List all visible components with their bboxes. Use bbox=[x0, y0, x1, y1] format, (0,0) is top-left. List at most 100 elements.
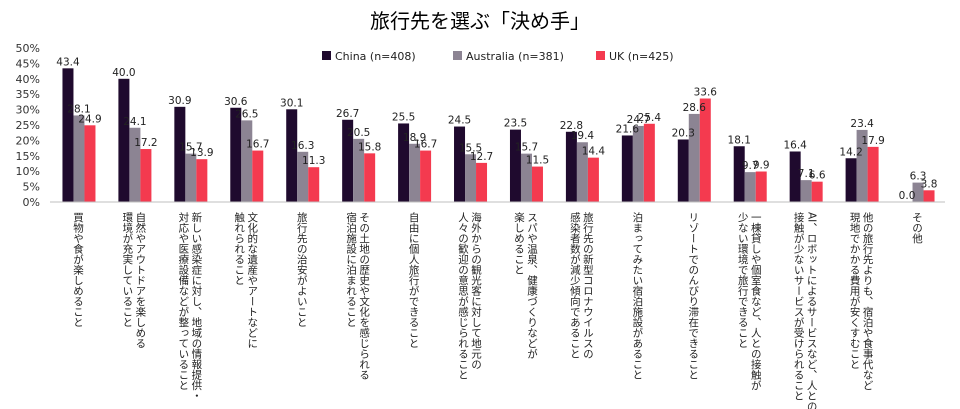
legend-label: China (n=408) bbox=[335, 50, 416, 63]
bar bbox=[252, 150, 264, 202]
data-label: 15.7 bbox=[515, 142, 538, 154]
chart-title: 旅行先を選ぶ「決め手」 bbox=[370, 9, 590, 33]
bar bbox=[174, 106, 186, 202]
bar bbox=[688, 113, 700, 202]
bar bbox=[62, 68, 74, 202]
data-label: 33.6 bbox=[694, 87, 718, 99]
data-label: 23.5 bbox=[504, 118, 527, 130]
data-label: 7.1 bbox=[798, 168, 815, 180]
category-label: 新しい感染症に対し、地域の情報提供・ bbox=[190, 211, 202, 401]
legend-label: Australia (n=381) bbox=[466, 50, 564, 63]
bar bbox=[73, 115, 85, 202]
category-label: スパや温泉、健康づくりなどが bbox=[526, 212, 538, 359]
bar bbox=[509, 129, 521, 202]
y-tick-label: 20% bbox=[16, 134, 40, 147]
data-label: 24.7 bbox=[627, 114, 650, 126]
category-label: その土地の歴史や文化を感じられる bbox=[358, 212, 370, 380]
data-label: 15.8 bbox=[358, 141, 381, 153]
data-label: 14.4 bbox=[582, 146, 606, 158]
bar bbox=[856, 129, 868, 202]
bar bbox=[531, 166, 543, 202]
data-label: 13.9 bbox=[190, 147, 213, 159]
legend-swatch bbox=[596, 51, 605, 60]
y-tick-label: 40% bbox=[16, 73, 40, 86]
data-label: 16.3 bbox=[291, 140, 314, 152]
bar bbox=[677, 139, 689, 202]
bar bbox=[845, 158, 857, 202]
category-label: 対応や医療設備などが整っていること bbox=[177, 211, 189, 390]
y-tick-label: 10% bbox=[16, 165, 40, 178]
data-label: 20.3 bbox=[672, 127, 695, 139]
data-label: 9.9 bbox=[753, 160, 770, 172]
category-label: 環境が充実していること bbox=[121, 212, 133, 328]
data-label: 30.9 bbox=[168, 95, 191, 107]
category-label: 海外からの観光客に対して地元の bbox=[470, 211, 482, 369]
bar bbox=[420, 150, 432, 202]
category-label: 泊まってみたい宿泊施設があること bbox=[631, 212, 643, 380]
data-label: 28.6 bbox=[683, 102, 707, 114]
data-label: 30.1 bbox=[280, 97, 303, 109]
data-label: 16.7 bbox=[246, 139, 269, 151]
bar bbox=[342, 119, 354, 202]
data-label: 22.8 bbox=[560, 120, 583, 132]
bar bbox=[632, 125, 644, 202]
data-label: 17.9 bbox=[861, 135, 884, 147]
bar bbox=[84, 125, 96, 202]
category-label: リゾートでのんびり滞在できること bbox=[687, 212, 699, 380]
bar bbox=[587, 157, 599, 202]
category-label: 他の旅行先よりも、宿泊や食事代など bbox=[862, 211, 874, 390]
bar bbox=[643, 123, 655, 202]
category-label: 少ない環境で旅行できること bbox=[737, 212, 749, 349]
category-label: 現地でかかる費用が安くすむこと bbox=[849, 212, 861, 370]
data-label: 30.6 bbox=[224, 96, 248, 108]
bar bbox=[118, 78, 130, 202]
bar bbox=[230, 107, 242, 202]
bar bbox=[286, 109, 298, 202]
data-label: 17.2 bbox=[134, 137, 157, 149]
category-label: 触れられること bbox=[233, 211, 245, 285]
data-label: 26.5 bbox=[235, 108, 258, 120]
data-label: 11.3 bbox=[302, 155, 325, 167]
bars bbox=[62, 68, 935, 202]
data-label: 14.2 bbox=[839, 146, 862, 158]
bar bbox=[353, 138, 365, 202]
bar bbox=[476, 162, 488, 202]
bar bbox=[912, 182, 924, 202]
category-label: 自由に個人旅行ができること bbox=[408, 211, 420, 348]
category-label: 自然やアウトドアを楽しめる bbox=[134, 211, 146, 348]
category-label: 旅行先の新型コロナウイルスの bbox=[582, 211, 594, 359]
bar bbox=[520, 153, 532, 202]
bar bbox=[409, 143, 421, 202]
data-label: 18.1 bbox=[728, 134, 751, 146]
bar bbox=[140, 149, 152, 202]
y-tick-label: 45% bbox=[16, 57, 40, 70]
y-tick-label: 15% bbox=[16, 150, 40, 163]
bar bbox=[297, 151, 309, 202]
y-tick-label: 5% bbox=[23, 181, 40, 194]
bar bbox=[454, 126, 466, 202]
legend-swatch bbox=[453, 51, 462, 60]
y-tick-label: 30% bbox=[16, 104, 40, 117]
data-label: 6.6 bbox=[809, 170, 826, 182]
bar bbox=[755, 171, 767, 202]
data-label: 40.0 bbox=[112, 67, 135, 79]
bar bbox=[867, 146, 879, 202]
bar bbox=[699, 98, 711, 202]
data-label: 20.5 bbox=[347, 127, 370, 139]
data-label: 24.5 bbox=[448, 115, 471, 127]
data-label: 24.1 bbox=[123, 116, 146, 128]
data-label: 3.8 bbox=[921, 178, 938, 190]
bar bbox=[789, 151, 801, 202]
data-label: 26.7 bbox=[336, 108, 359, 120]
category-label: 楽しめること bbox=[513, 211, 525, 275]
y-axis: 0% 5% 10% 15% 20% 25% 30% 35% 40% 45% 50% bbox=[16, 42, 40, 209]
data-label: 24.9 bbox=[78, 113, 101, 125]
data-label: 16.7 bbox=[414, 139, 437, 151]
category-label: その他 bbox=[911, 212, 923, 244]
y-tick-label: 35% bbox=[16, 88, 40, 101]
bar bbox=[923, 190, 935, 202]
legend-label: UK (n=425) bbox=[609, 50, 674, 63]
bar bbox=[811, 181, 823, 202]
